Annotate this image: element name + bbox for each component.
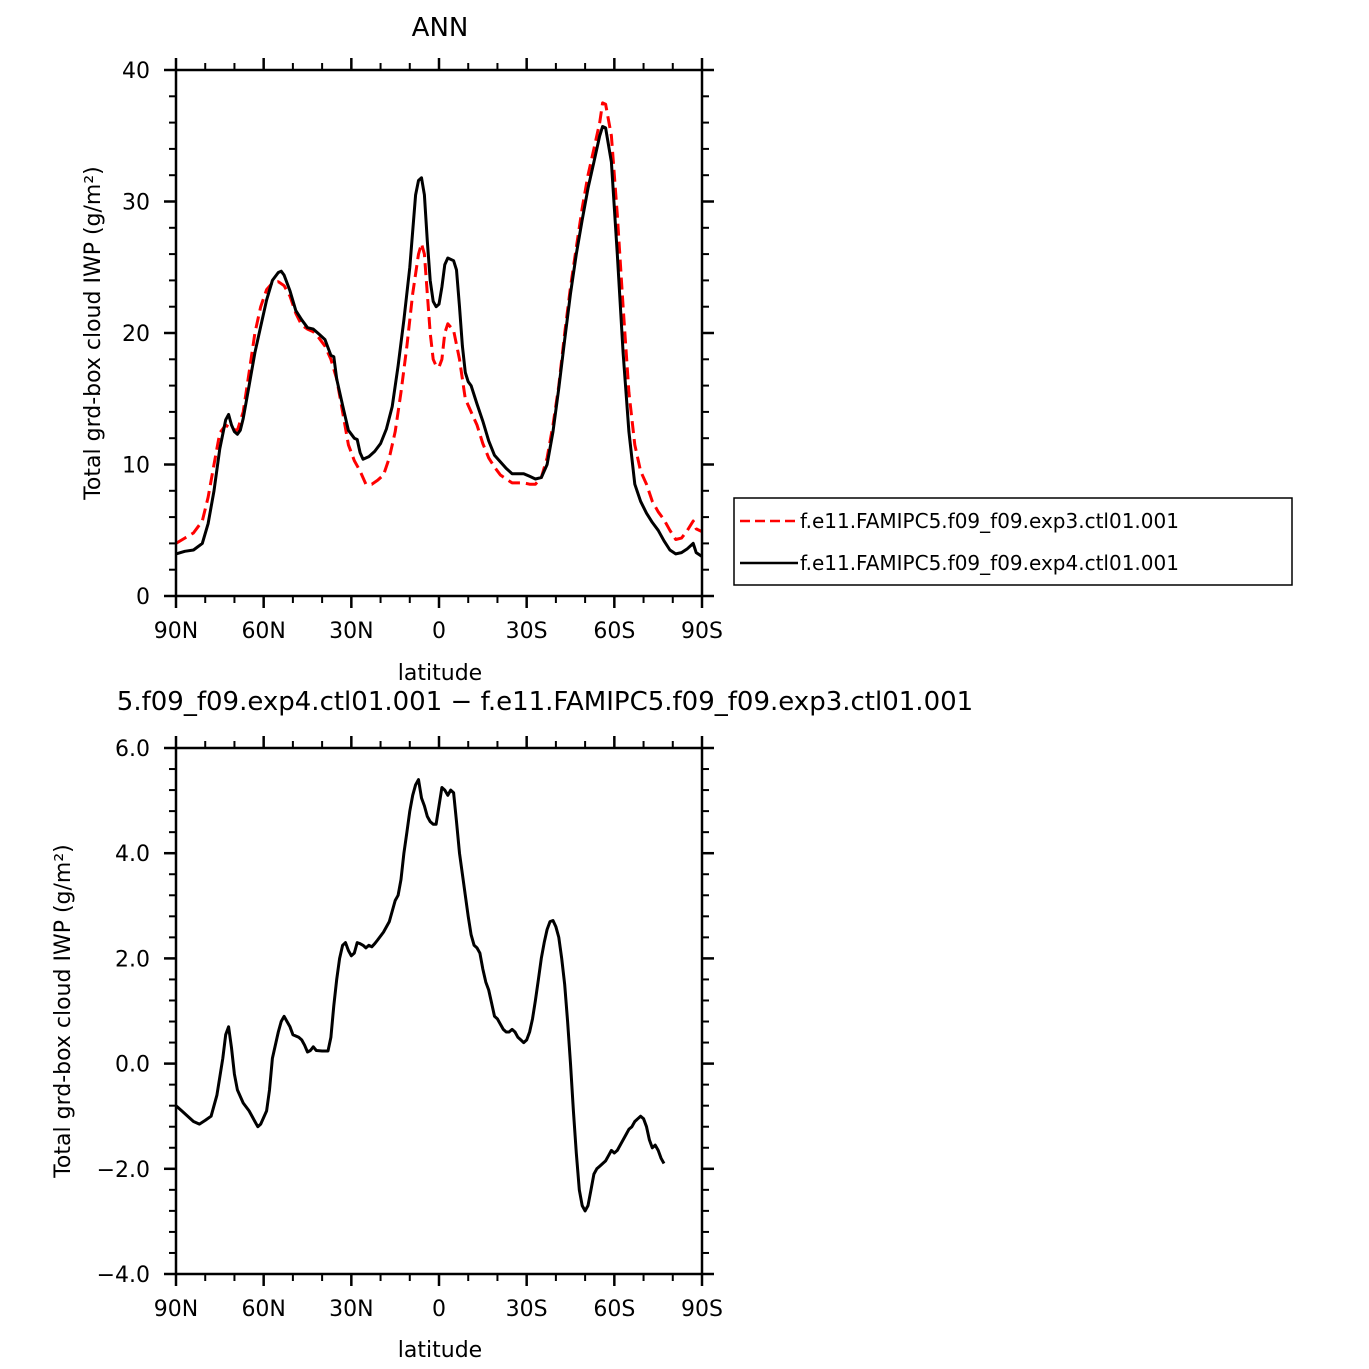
plot-frame xyxy=(174,68,704,598)
y-tick-label: −2.0 xyxy=(97,1158,150,1183)
y-tick-label: 2.0 xyxy=(115,947,150,972)
y-tick-label: 4.0 xyxy=(115,842,150,867)
tick-labels: 90N 60N 30N 0 30S 60S 90S 0 10 20 30 40 xyxy=(122,59,723,644)
x-tick-label: 60S xyxy=(593,1297,635,1322)
plot-frame xyxy=(174,746,704,1276)
y-tick-label: 20 xyxy=(122,322,150,347)
panel-bottom: 5.f09_f09.exp4.ctl01.001 − f.e11.FAMIPC5… xyxy=(51,687,973,1363)
x-tick-label: 30S xyxy=(506,619,548,644)
y-tick-label: 6.0 xyxy=(115,737,150,762)
x-tick-label: 30N xyxy=(329,1297,373,1322)
y-tick-label: 40 xyxy=(122,59,150,84)
x-tick-label: 30N xyxy=(329,619,373,644)
x-tick-label: 30S xyxy=(506,1297,548,1322)
x-tick-label: 60S xyxy=(593,619,635,644)
x-tick-label: 90N xyxy=(154,1297,198,1322)
legend-label-exp4: f.e11.FAMIPC5.f09_f09.exp4.ctl01.001 xyxy=(800,551,1179,575)
y-tick-label: 30 xyxy=(122,191,150,216)
y-tick-label: 0 xyxy=(136,585,150,610)
x-tick-label: 90N xyxy=(154,619,198,644)
series-group xyxy=(175,101,703,558)
legend: f.e11.FAMIPC5.f09_f09.exp3.ctl01.001 f.e… xyxy=(733,497,1293,586)
y-tick-label: −4.0 xyxy=(97,1263,150,1288)
axis-ticks xyxy=(164,58,714,608)
series-group xyxy=(174,778,666,1213)
x-tick-label: 60N xyxy=(241,1297,285,1322)
x-tick-label: 90S xyxy=(681,1297,723,1322)
chart-title: 5.f09_f09.exp4.ctl01.001 − f.e11.FAMIPC5… xyxy=(117,687,973,717)
series-line-1 xyxy=(175,101,703,545)
legend-box xyxy=(733,497,1293,586)
x-axis-label: latitude xyxy=(398,661,482,686)
series-line-1 xyxy=(174,778,666,1213)
chart-title: ANN xyxy=(412,13,469,43)
x-tick-label: 60N xyxy=(241,619,285,644)
y-axis-label: Total grd-box cloud IWP (g/m²) xyxy=(81,166,106,501)
y-axis-label: Total grd-box cloud IWP (g/m²) xyxy=(51,844,76,1179)
axis-ticks xyxy=(164,736,714,1286)
x-axis-label: latitude xyxy=(398,1338,482,1363)
legend-label-exp3: f.e11.FAMIPC5.f09_f09.exp3.ctl01.001 xyxy=(800,509,1179,533)
y-tick-label: 10 xyxy=(122,454,150,479)
x-tick-label: 0 xyxy=(432,1297,446,1322)
y-tick-label: 0.0 xyxy=(115,1053,150,1078)
panel-top: ANN 90N 60N 30N 0 30S 60S 90S 0 10 20 30 40 latitud… xyxy=(81,13,723,686)
x-tick-label: 0 xyxy=(432,619,446,644)
x-tick-label: 90S xyxy=(681,619,723,644)
series-line-2 xyxy=(175,125,703,558)
tick-labels: 90N 60N 30N 0 30S 60S 90S −4.0 −2.0 0.0 2.0 4.0 6.0 xyxy=(97,737,723,1322)
